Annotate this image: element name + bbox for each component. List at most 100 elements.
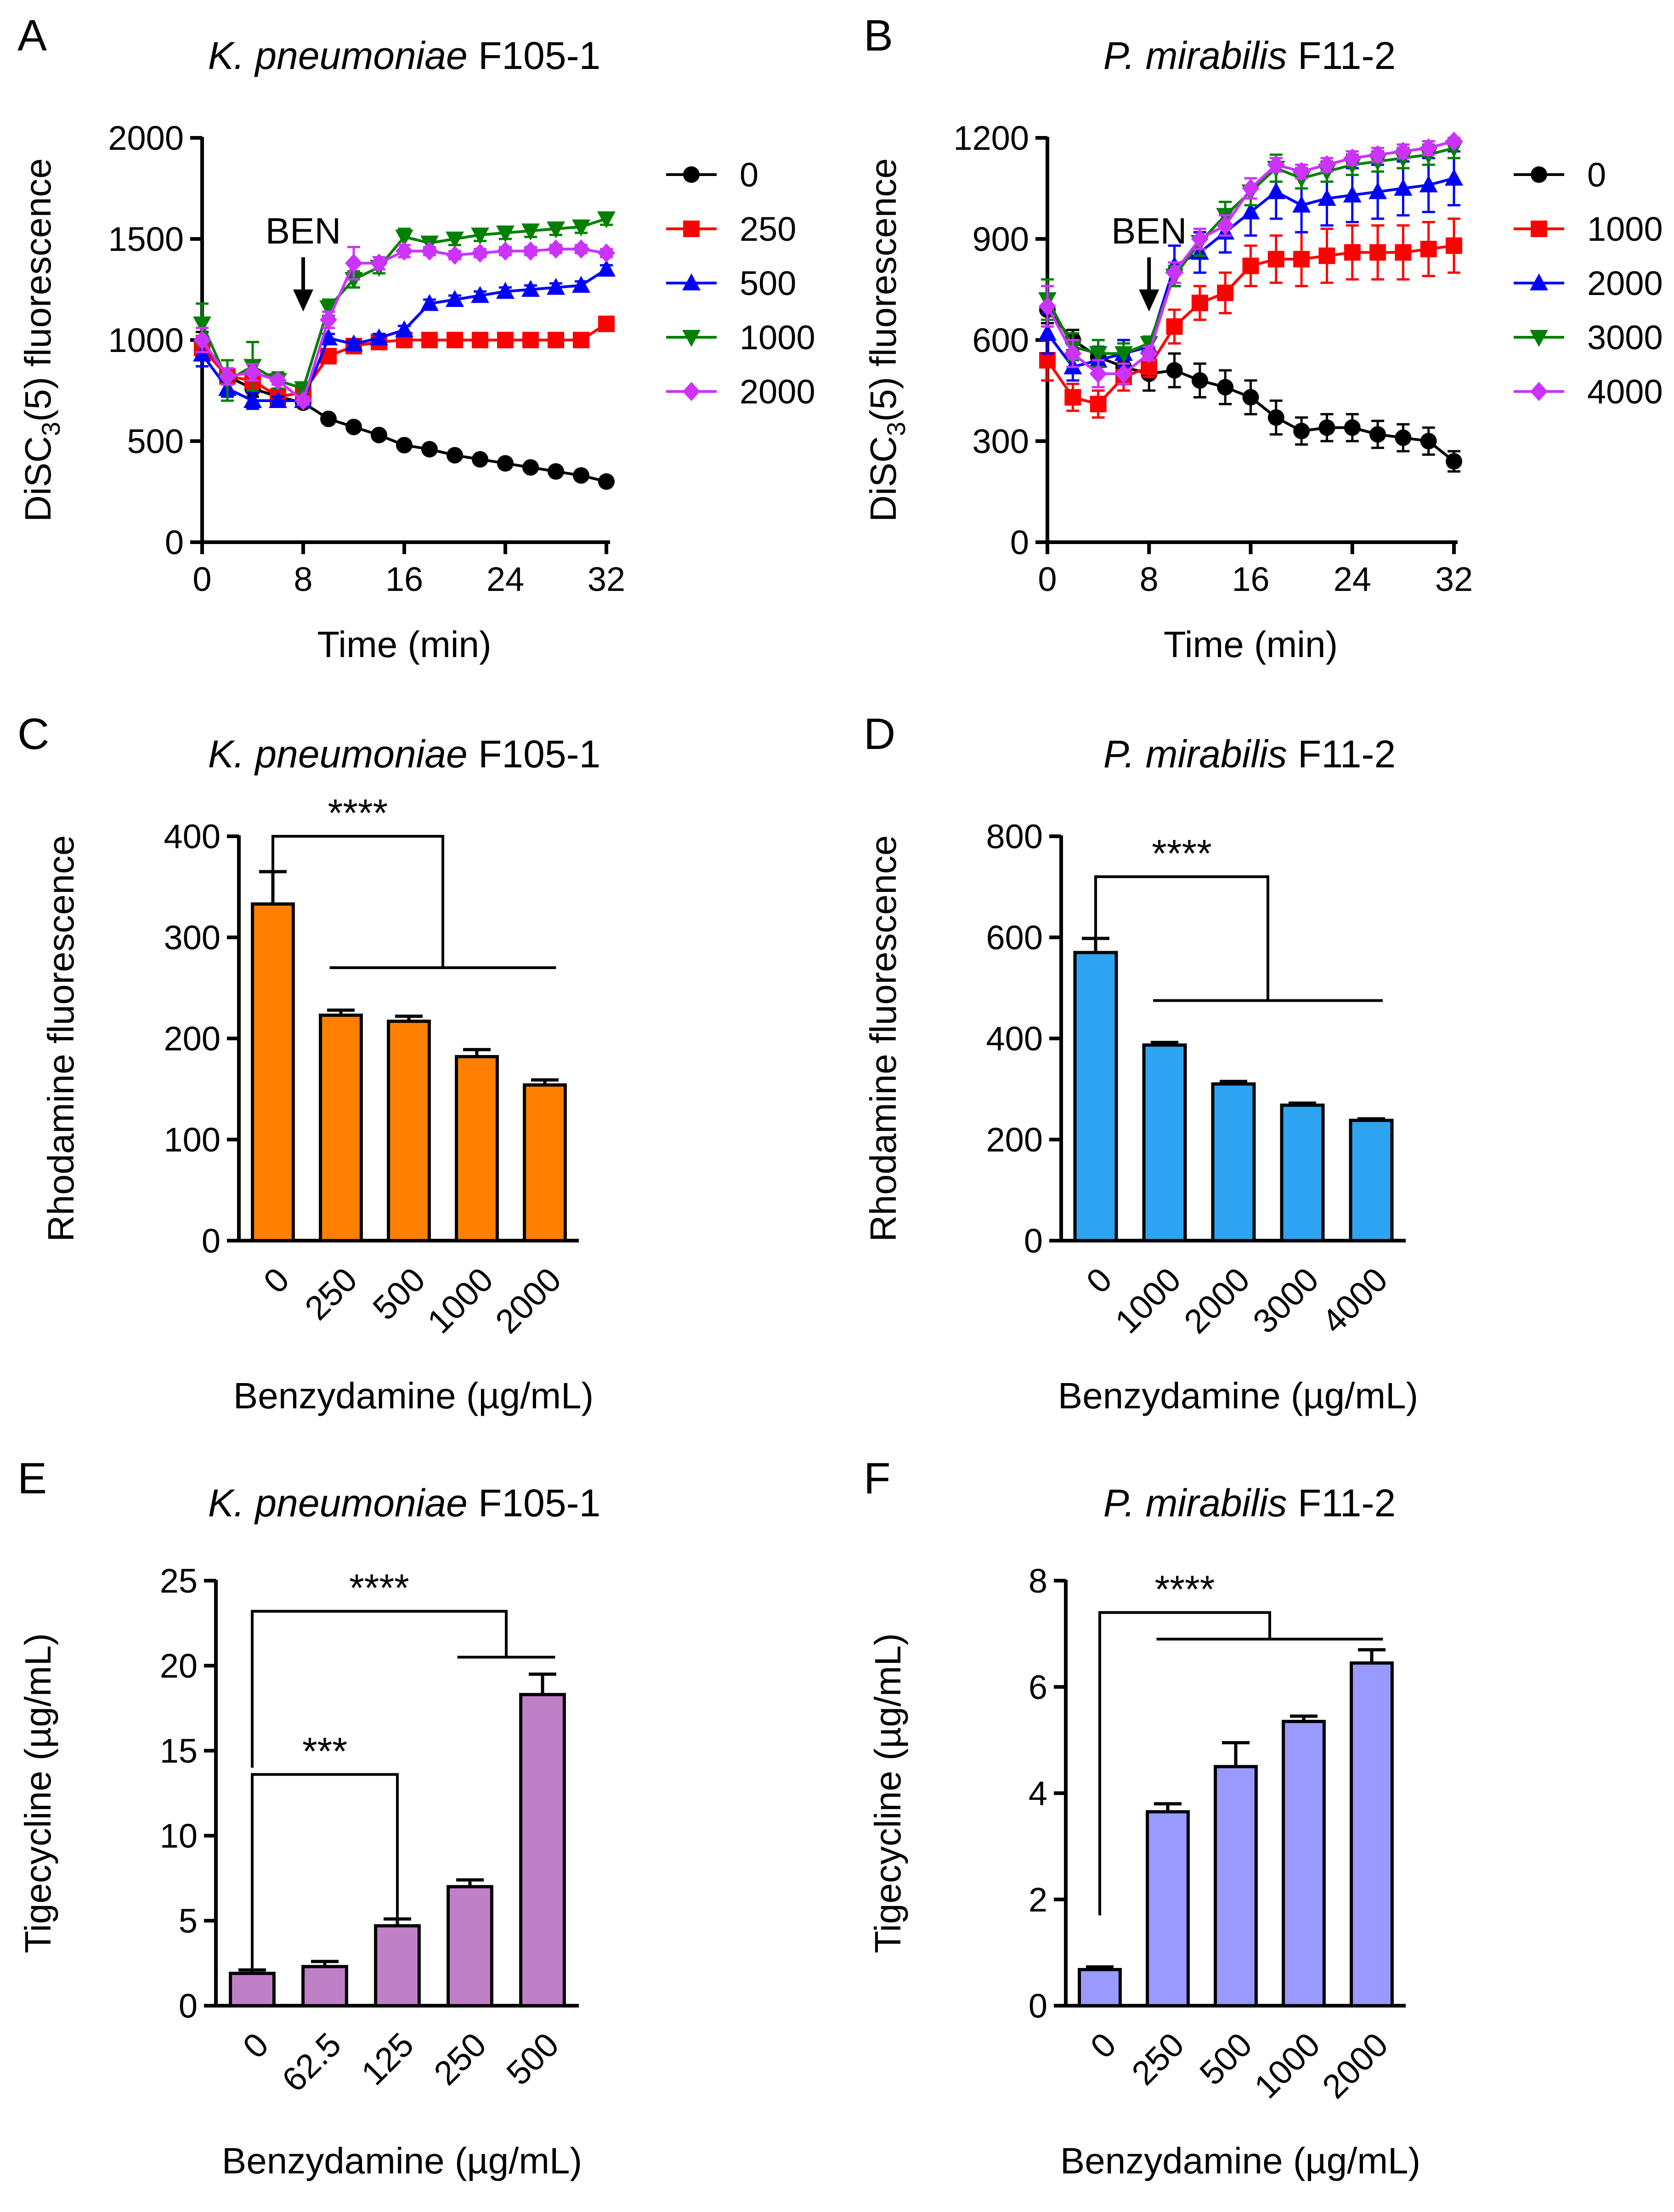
data-point <box>447 332 463 348</box>
panel-title-species: P. mirabilis <box>1103 34 1287 77</box>
y-axis-title: Rhodamine fluorescence <box>863 835 904 1242</box>
data-point <box>548 463 564 480</box>
panel-title-species: K. pneumoniae <box>208 34 468 77</box>
data-point <box>521 223 540 241</box>
data-point <box>522 241 539 261</box>
data-point <box>683 166 700 183</box>
legend-item: 0 <box>1514 156 1606 194</box>
x-axis-title: Benzydamine (µg/mL) <box>1058 1375 1418 1416</box>
y-tick-label: 1200 <box>953 119 1029 157</box>
data-point <box>1064 389 1081 406</box>
legend-item: 1000 <box>1514 210 1663 248</box>
significance-label: **** <box>349 1566 409 1610</box>
data-point <box>1191 372 1208 389</box>
data-point <box>1191 229 1209 249</box>
data-point <box>1140 344 1158 363</box>
data-point <box>446 290 464 307</box>
data-point <box>1217 379 1234 396</box>
bracket-line <box>271 835 444 968</box>
data-point <box>573 332 589 348</box>
annotation-label: BEN <box>266 210 341 251</box>
bracket-line <box>1094 875 1269 1001</box>
data-point <box>1369 182 1387 199</box>
data-point <box>1420 241 1437 257</box>
x-tick-label: 500 <box>365 1260 432 1327</box>
panel-title-strain: F105-1 <box>468 34 601 77</box>
bar-group-62.5: 62.5 <box>275 1960 348 2099</box>
y-tick-label: 6 <box>1029 1668 1047 1706</box>
y-tick-label: 8 <box>1029 1562 1047 1600</box>
data-point <box>447 447 463 464</box>
data-point <box>496 225 515 243</box>
panel-A: A K. pneumoniae F105-1 0 500 1000 1500 2000 DiS… <box>17 11 815 665</box>
bar <box>1142 1043 1187 1242</box>
legend-label: 2000 <box>1587 264 1663 302</box>
data-point <box>1267 182 1285 199</box>
significance-label: **** <box>1155 1567 1215 1611</box>
bar-group-500: 500 <box>1192 1741 1259 2093</box>
x-tick-label: 8 <box>1140 560 1159 598</box>
bar-group-0: 0 <box>229 1968 276 2065</box>
significance-label: *** <box>302 1730 347 1773</box>
x-tick-label: 32 <box>1435 560 1473 598</box>
y-axis-title: DiSC3(5) fluorescence <box>17 158 65 522</box>
data-point <box>572 239 590 259</box>
y-axis-title-part: (5) fluorescence <box>863 158 904 422</box>
y-tick-label: 400 <box>986 1020 1043 1058</box>
data-point <box>471 286 489 303</box>
panel-title: P. mirabilis F11-2 <box>1103 34 1396 77</box>
x-tick-label: 32 <box>588 560 625 598</box>
data-point <box>1420 138 1437 158</box>
y-tick-label: 0 <box>202 1222 221 1260</box>
data-point <box>370 253 388 273</box>
bar <box>1350 1661 1394 2008</box>
data-point <box>682 330 701 347</box>
data-point <box>1166 318 1183 335</box>
data-point <box>572 219 590 237</box>
data-point <box>219 367 236 386</box>
x-axis-title: Benzydamine (µg/mL) <box>1060 2140 1420 2181</box>
data-point <box>1394 179 1413 196</box>
bar <box>1073 951 1118 1242</box>
data-point <box>345 253 362 273</box>
x-tick-label: 24 <box>1334 560 1371 598</box>
data-point <box>1191 295 1208 312</box>
panel-title-species: K. pneumoniae <box>208 732 468 776</box>
y-tick-label: 2 <box>1029 1881 1047 1919</box>
data-point <box>547 239 565 259</box>
data-point <box>598 473 615 490</box>
y-tick-label: 0 <box>165 523 184 562</box>
y-tick-label: 600 <box>973 321 1029 359</box>
x-tick-label: 0 <box>1038 560 1057 598</box>
data-point <box>683 221 700 237</box>
data-point <box>1419 175 1438 193</box>
y-tick-label: 500 <box>127 422 184 460</box>
data-point <box>521 280 540 297</box>
x-tick-label: 1000 <box>420 1260 500 1341</box>
data-point <box>1530 273 1548 290</box>
y-axis-title-part: DiSC <box>863 436 904 522</box>
x-tick-label: 125 <box>354 2025 421 2093</box>
data-point <box>497 332 514 348</box>
data-point <box>1267 155 1285 175</box>
data-point <box>244 363 261 382</box>
panel-title: K. pneumoniae F105-1 <box>208 34 601 77</box>
annotation-arrow-head <box>1139 289 1159 312</box>
bar <box>1349 1118 1394 1242</box>
y-tick-label: 10 <box>160 1817 198 1855</box>
data-point <box>1242 389 1259 406</box>
data-point <box>1165 263 1183 283</box>
data-point <box>1394 142 1412 161</box>
y-tick-label: 100 <box>164 1121 221 1159</box>
data-point <box>682 273 701 290</box>
x-tick-label: 2000 <box>1315 2025 1395 2106</box>
bar <box>1146 1810 1190 2008</box>
y-tick-label: 25 <box>160 1562 198 1600</box>
y-tick-label: 200 <box>164 1020 221 1058</box>
legend-item: 2000 <box>666 373 815 411</box>
data-point <box>421 241 438 261</box>
data-point <box>1216 216 1234 235</box>
data-point <box>1089 364 1107 384</box>
legend-label: 0 <box>740 156 758 194</box>
